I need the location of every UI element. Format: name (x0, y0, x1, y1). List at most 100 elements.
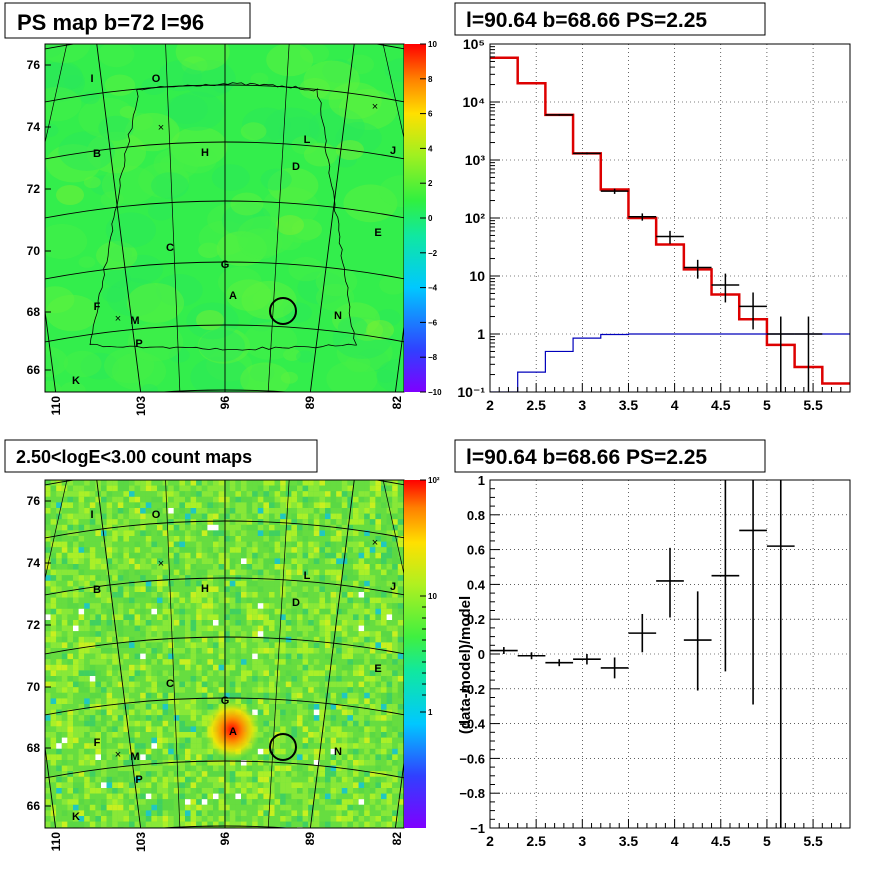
count-map-pixel (341, 547, 348, 553)
count-map-pixel (297, 502, 303, 508)
count-map-pixel (325, 821, 331, 828)
count-map-pixel (369, 485, 376, 492)
count-map-pixel (386, 664, 393, 671)
count-map-pixel (78, 592, 85, 598)
count-map-pixel (78, 491, 85, 497)
count-map-pixel (229, 642, 236, 648)
count-map-pixel (336, 648, 342, 654)
count-map-pixel (369, 765, 376, 772)
count-map-pixel (61, 709, 68, 716)
count-map-pixel (140, 642, 146, 648)
count-map-pixel (375, 754, 381, 760)
count-map-pixel (201, 782, 208, 788)
count-map-pixel (56, 810, 62, 816)
count-map-pixel (112, 530, 118, 536)
count-map-pixel (112, 726, 118, 732)
count-map-pixel (381, 687, 387, 693)
count-map-pixel (67, 513, 73, 520)
count-map-pixel (173, 659, 180, 665)
count-map-pixel (280, 496, 286, 503)
count-map-pixel (369, 670, 376, 676)
count-map-title: 2.50<logE<3.00 count maps (16, 447, 252, 467)
count-map-pixel (218, 580, 225, 587)
count-map-pixel (341, 642, 348, 648)
count-map-pixel (56, 569, 62, 576)
count-map-pixel (302, 676, 309, 682)
count-map-pixel (241, 788, 247, 794)
count-map-pixel (280, 704, 286, 710)
count-map-pixel (224, 480, 230, 486)
map-longitude-line (382, 44, 404, 140)
count-map-pixel (381, 631, 387, 637)
count-map-pixel (347, 625, 353, 632)
count-map-pixel (397, 720, 404, 727)
count-map-pixel (134, 732, 141, 738)
count-map-pixel (325, 541, 331, 548)
count-map-pixel (73, 810, 79, 816)
count-map-pixel (201, 659, 208, 665)
count-map-pixel (302, 536, 309, 542)
count-map-pixel (241, 524, 247, 531)
count-map-pixel (73, 569, 79, 576)
count-map-pixel (358, 810, 365, 816)
count-map-pixel (67, 676, 73, 682)
count-map-pixel (369, 771, 376, 777)
count-map-pixel (285, 614, 292, 620)
count-map-pixel (235, 508, 241, 514)
count-map-pixel (78, 580, 85, 587)
count-map-pixel (325, 564, 331, 570)
count-map-pixel (313, 799, 320, 805)
count-map-pixel (336, 715, 342, 721)
count-map-pixel (218, 776, 225, 783)
count-map-pixel (358, 782, 365, 788)
count-map-pixel (213, 754, 219, 760)
count-map-pixel (235, 810, 241, 816)
count-map-pixel (297, 821, 303, 828)
count-map-pixel (145, 496, 152, 503)
count-map-pixel (252, 821, 258, 828)
count-map-pixel (45, 709, 51, 716)
count-map-pixel (117, 771, 124, 777)
count-map-pixel (392, 692, 398, 699)
count-map-pixel (263, 765, 269, 772)
count-map-pixel (201, 631, 208, 637)
count-map-pixel (101, 709, 107, 716)
count-map-pixel (112, 748, 118, 755)
count-map-pixel (145, 743, 152, 749)
count-map-pixel (123, 810, 129, 816)
count-map-pixel (353, 552, 359, 559)
count-map-pixel (78, 564, 85, 570)
count-map-pixel (347, 586, 353, 592)
count-map-pixel (280, 743, 286, 749)
count-map-pixel (381, 597, 387, 604)
count-map-pixel (291, 603, 297, 609)
map-x-tick-label: 103 (134, 396, 148, 416)
count-map-pixel (84, 597, 90, 604)
count-map-pixel (162, 586, 169, 592)
count-map-pixel (168, 681, 174, 688)
count-map-pixel (347, 760, 353, 766)
count-map-pixel (364, 737, 370, 744)
count-map-pixel (84, 508, 90, 514)
residual-x-tick-label: 4 (671, 833, 679, 849)
count-map-pixel (45, 670, 51, 676)
count-map-pixel (319, 569, 325, 576)
count-map-pixel (117, 508, 124, 514)
count-map-pixel (140, 681, 146, 688)
map-y-tick-label: 70 (27, 244, 41, 258)
count-map-pixel (280, 508, 286, 514)
count-map-pixel (185, 508, 191, 514)
count-map-pixel (190, 659, 197, 665)
count-map-pixel (375, 788, 381, 794)
count-map-pixel (168, 793, 174, 800)
count-map-pixel (185, 648, 191, 654)
count-map-pixel (319, 793, 325, 800)
count-map-pixel (134, 748, 141, 755)
count-map-pixel (190, 788, 197, 794)
spectrum-x-tick-label: 2 (486, 397, 494, 413)
count-map-pixel (89, 670, 96, 676)
count-map-pixel (302, 687, 309, 693)
count-map-pixel (67, 592, 73, 598)
count-map-pixel (50, 513, 57, 520)
